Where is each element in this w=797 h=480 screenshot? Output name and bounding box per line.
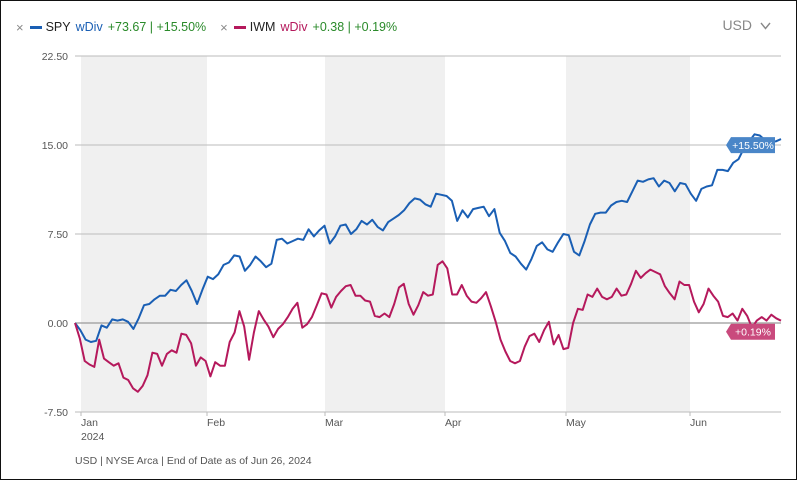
legend-item-spy: × SPY wDiv +73.67 | +15.50% bbox=[16, 20, 206, 35]
y-tick-label: 7.50 bbox=[48, 229, 69, 241]
x-tick-label: May bbox=[566, 417, 587, 429]
end-label-bg bbox=[726, 137, 775, 154]
series-line-iwm bbox=[74, 260, 782, 393]
end-label-iwm: +0.19% bbox=[726, 323, 775, 340]
spy-swatch bbox=[29, 25, 42, 29]
remove-spy-icon[interactable]: × bbox=[16, 19, 24, 35]
legend-item-iwm: × IWM wDiv +0.38 | +0.19% bbox=[220, 20, 397, 35]
x-tick-label: Apr bbox=[445, 417, 462, 429]
spy-change: +73.67 | +15.50% bbox=[107, 20, 207, 34]
x-year-label: 2024 bbox=[81, 431, 105, 443]
y-tick-label: -7.50 bbox=[44, 407, 68, 419]
x-tick-label: Jan bbox=[81, 417, 98, 429]
y-tick-label: 15.00 bbox=[42, 140, 68, 152]
legend: × SPY wDiv +73.67 | +15.50% × IWM wDiv +… bbox=[16, 17, 411, 37]
end-label-text: +0.19% bbox=[735, 327, 771, 339]
remove-iwm-icon[interactable]: × bbox=[220, 19, 228, 35]
iwm-ticker: IWM bbox=[249, 20, 276, 34]
end-label-bg bbox=[726, 323, 775, 340]
iwm-basis: wDiv bbox=[280, 20, 308, 34]
series-line-spy bbox=[74, 133, 782, 343]
end-label-text: +15.50% bbox=[732, 140, 774, 152]
iwm-change: +0.38 | +0.19% bbox=[312, 20, 398, 34]
y-tick-label: 0.00 bbox=[48, 318, 69, 330]
end-label-spy: +15.50% bbox=[726, 137, 775, 154]
spy-basis: wDiv bbox=[75, 20, 103, 34]
currency-label: USD bbox=[722, 17, 752, 33]
footer-note: USD | NYSE Arca | End of Date as of Jun … bbox=[75, 455, 312, 467]
currency-select[interactable]: USD bbox=[722, 17, 771, 33]
x-tick-label: Mar bbox=[325, 417, 344, 429]
x-tick-label: Feb bbox=[207, 417, 225, 429]
iwm-swatch bbox=[233, 25, 246, 29]
y-tick-label: 22.50 bbox=[42, 51, 68, 63]
x-tick-label: Jun bbox=[690, 417, 707, 429]
spy-ticker: SPY bbox=[45, 20, 71, 34]
chevron-down-icon bbox=[760, 18, 771, 33]
